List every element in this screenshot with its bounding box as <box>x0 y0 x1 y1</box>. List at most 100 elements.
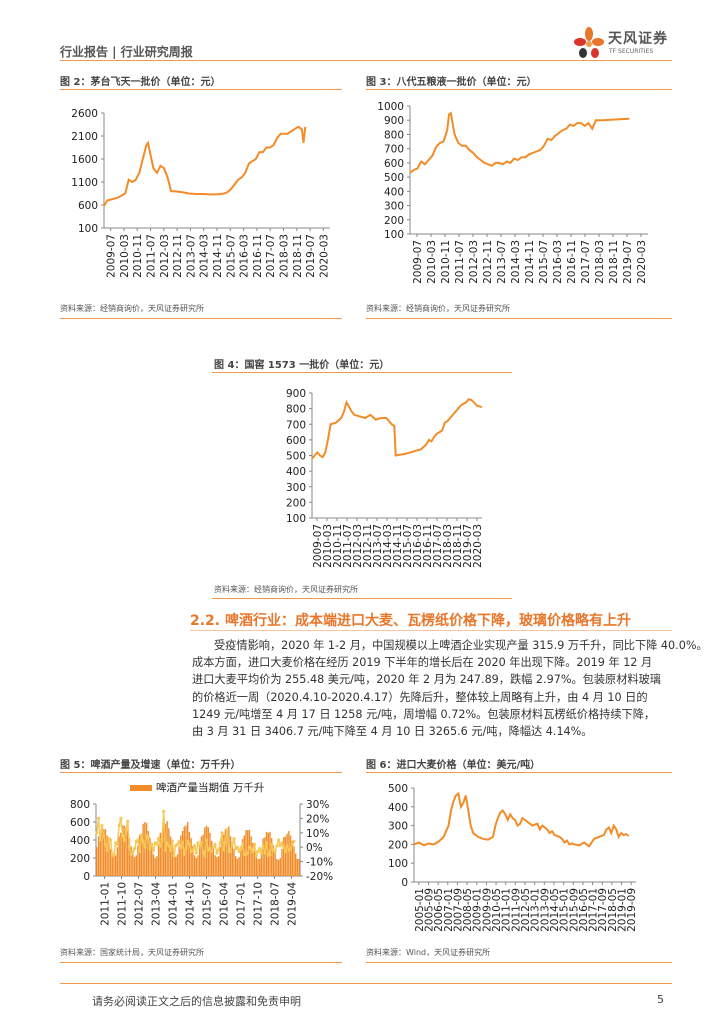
production-bar <box>130 846 132 876</box>
growth-point <box>124 828 128 832</box>
growth-point <box>230 842 234 846</box>
growth-point <box>163 848 167 852</box>
x-tick-label: 2018-05 <box>607 888 619 932</box>
x-tick-label: 2012-05 <box>520 888 532 932</box>
x-tick-label: 2014-03 <box>199 234 211 278</box>
body-line: 成本方面，进口大麦价格在经历 2019 下半年的增长后在 2020 年出现下降。… <box>192 656 653 670</box>
production-bar <box>157 844 160 876</box>
growth-point <box>184 847 188 851</box>
production-bar <box>139 834 141 876</box>
production-bar <box>241 839 244 876</box>
growth-point <box>109 838 113 842</box>
y-tick-label: 100 <box>388 858 408 870</box>
legend-swatch <box>130 785 152 791</box>
y-tick-label: 0 <box>401 877 408 889</box>
y-tick-label: 500 <box>286 451 306 463</box>
fig3-bottom-rule <box>366 318 672 319</box>
production-bar <box>253 850 256 876</box>
production-bar <box>115 855 117 876</box>
growth-point <box>191 848 195 852</box>
growth-point <box>203 854 207 858</box>
x-tick-label: 2017-01 <box>588 888 600 932</box>
fig6-bottom-rule <box>366 962 672 963</box>
production-bar <box>159 832 161 876</box>
x-tick-label: 2017-09 <box>597 888 609 932</box>
production-bar <box>140 833 143 876</box>
y-tick-label: 300 <box>286 482 306 494</box>
growth-point <box>229 849 233 854</box>
x-tick-label: 2016-11 <box>422 524 434 568</box>
fig6-chart: 01002003004005002005-012005-092006-05200… <box>388 783 638 932</box>
growth-point <box>289 847 293 851</box>
production-bar <box>229 836 232 876</box>
y-tick-label: 700 <box>384 144 404 156</box>
production-bar <box>127 831 129 876</box>
x-tick-label: 2005-01 <box>414 888 426 932</box>
production-bar <box>221 838 223 876</box>
logo-sub: TF SECURITIES <box>609 48 654 55</box>
x-tick-label: 2009-07 <box>412 240 424 284</box>
x-tick-label: 2011-09 <box>510 888 522 932</box>
growth-point <box>141 839 145 843</box>
y-tick-label: 2100 <box>71 131 98 143</box>
x-tick-label: 2010-03 <box>426 240 438 284</box>
x-tick-label: 2014-11 <box>524 240 536 284</box>
growth-point <box>160 838 164 842</box>
x-tick-label: 2020-03 <box>472 524 484 568</box>
production-bar <box>147 831 149 876</box>
production-bar <box>207 827 209 876</box>
y-tick-label: 400 <box>286 466 306 478</box>
production-bar <box>262 838 264 876</box>
x-tick-label: 2012-11 <box>172 234 184 278</box>
production-bar <box>156 856 158 876</box>
growth-point <box>237 849 241 854</box>
x-tick-label: 2015-07 <box>402 524 414 568</box>
y-tick-label: 500 <box>388 783 408 795</box>
body-line: 1249 元/吨增至 4 月 17 日 1258 元/吨，周增幅 0.72%。包… <box>192 707 656 721</box>
growth-point <box>208 847 212 851</box>
production-bar <box>224 829 227 876</box>
production-bar <box>101 831 103 876</box>
production-bar <box>283 837 285 876</box>
growth-point <box>222 848 226 852</box>
x-tick-label: 2010-03 <box>119 234 131 278</box>
growth-point <box>215 851 219 855</box>
growth-point <box>280 841 284 845</box>
x-tick-label: 2009-01 <box>472 888 484 932</box>
fig6-title-rule <box>366 772 672 773</box>
growth-point <box>172 854 176 858</box>
y2-tick-label: 20% <box>306 813 329 825</box>
growth-point <box>246 851 250 855</box>
production-bar <box>103 829 105 876</box>
fig4-title-rule <box>212 372 512 373</box>
production-bar <box>277 859 280 876</box>
x-tick-label: 2015-01 <box>559 888 571 932</box>
growth-point <box>225 828 229 832</box>
production-bar <box>99 835 101 876</box>
fig5-source: 资料来源：国家统计局，天风证券研究所 <box>60 948 204 957</box>
growth-point <box>263 851 267 855</box>
growth-point <box>275 844 279 848</box>
growth-point <box>217 848 221 852</box>
growth-point <box>270 842 274 846</box>
x-tick-label: 2014-03 <box>382 524 394 568</box>
x-tick-label: 2019-07 <box>305 234 317 278</box>
y-tick-label: 800 <box>70 799 90 811</box>
production-bar <box>235 856 237 876</box>
x-tick-label: 2014-01 <box>168 882 180 926</box>
x-tick-label: 2016-04 <box>219 882 231 926</box>
production-bar <box>289 835 292 876</box>
section-heading-rule <box>190 630 672 631</box>
production-bar <box>248 830 251 876</box>
production-bar <box>161 832 163 876</box>
fig2-bottom-rule <box>60 318 342 319</box>
production-bar <box>260 849 263 876</box>
production-bar <box>181 831 184 876</box>
x-tick-label: 2018-03 <box>442 524 454 568</box>
x-tick-label: 2012-03 <box>468 240 480 284</box>
fig6-source: 资料来源：Wind，天风证券研究所 <box>366 948 491 957</box>
production-bar <box>149 838 151 876</box>
fig3-source: 资料来源：经销商询价，天风证券研究所 <box>366 304 510 313</box>
y-tick-label: 800 <box>384 129 404 141</box>
growth-point <box>97 816 101 820</box>
